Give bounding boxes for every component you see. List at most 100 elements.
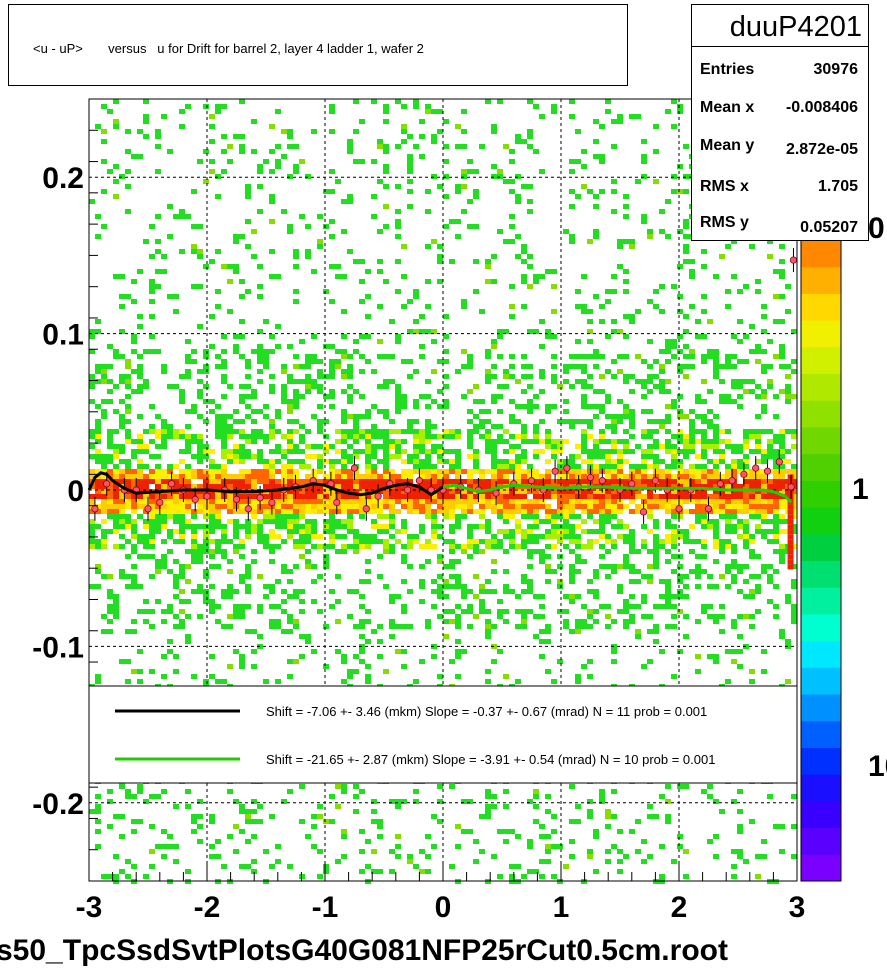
heatmap-cell	[713, 354, 719, 359]
heatmap-cell	[401, 524, 407, 529]
heatmap-cell	[191, 554, 197, 559]
heatmap-cell	[665, 524, 671, 529]
heatmap-cell	[245, 394, 251, 399]
heatmap-cell	[749, 679, 755, 684]
heatmap-cell	[251, 349, 257, 354]
heatmap-cell	[107, 594, 113, 599]
heatmap-cell	[305, 539, 311, 544]
heatmap-cell	[701, 789, 707, 794]
heatmap-cell	[641, 459, 647, 464]
heatmap-cell	[101, 369, 107, 374]
heatmap-cell	[773, 354, 779, 359]
heatmap-cell	[767, 384, 773, 389]
heatmap-cell	[137, 609, 143, 614]
heatmap-cell	[317, 454, 323, 459]
heatmap-cell	[197, 584, 203, 589]
heatmap-cell	[395, 184, 401, 189]
heatmap-cell	[611, 649, 617, 654]
stat-value: 0.05207	[800, 219, 858, 236]
heatmap-cell	[791, 369, 797, 374]
heatmap-cell	[215, 604, 221, 609]
heatmap-cell	[623, 554, 629, 559]
heatmap-cell	[299, 439, 305, 444]
heatmap-cell	[455, 519, 461, 524]
heatmap-cell	[245, 219, 251, 224]
heatmap-cell	[437, 444, 443, 449]
fit-curve-2	[442, 483, 793, 504]
heatmap-cell	[719, 544, 725, 549]
heatmap-cell	[251, 434, 257, 439]
heatmap-cell	[95, 564, 101, 569]
heatmap-cell	[725, 354, 731, 359]
heatmap-cell	[395, 144, 401, 149]
heatmap-cell	[647, 564, 653, 569]
heatmap-cell	[629, 114, 635, 119]
heatmap-cell	[509, 534, 515, 539]
heatmap-cell	[185, 474, 191, 479]
heatmap-cell	[761, 329, 767, 334]
heatmap-cell	[605, 439, 611, 444]
heatmap-cell	[191, 439, 197, 444]
heatmap-cell	[413, 534, 419, 539]
heatmap-cell	[575, 569, 581, 574]
heatmap-cell	[671, 464, 677, 469]
y-tick-label: -0.1	[32, 631, 84, 664]
heatmap-cell	[779, 499, 785, 504]
heatmap-cell	[569, 819, 575, 824]
heatmap-cell	[245, 474, 251, 479]
heatmap-cell	[317, 459, 323, 464]
heatmap-cell	[701, 419, 707, 424]
heatmap-cell	[245, 189, 251, 194]
heatmap-cell	[209, 844, 215, 849]
heatmap-cell	[623, 484, 629, 489]
heatmap-cell	[599, 504, 605, 509]
heatmap-cell	[389, 534, 395, 539]
heatmap-cell	[587, 189, 593, 194]
heatmap-cell	[287, 479, 293, 484]
heatmap-cell	[365, 864, 371, 869]
heatmap-cell	[713, 489, 719, 494]
heatmap-cell	[101, 519, 107, 524]
heatmap-cell	[575, 674, 581, 679]
heatmap-cell	[461, 364, 467, 369]
heatmap-cell	[647, 504, 653, 509]
heatmap-cell	[701, 544, 707, 549]
heatmap-cell	[659, 479, 665, 484]
heatmap-cell	[335, 274, 341, 279]
heatmap-cell	[131, 479, 137, 484]
heatmap-cell	[437, 524, 443, 529]
heatmap-cell	[485, 794, 491, 799]
heatmap-cell	[191, 589, 197, 594]
heatmap-cell	[131, 334, 137, 339]
heatmap-cell	[101, 629, 107, 634]
heatmap-cell	[635, 629, 641, 634]
heatmap-cell	[683, 479, 689, 484]
heatmap-cell	[425, 474, 431, 479]
heatmap-cell	[671, 504, 677, 509]
heatmap-cell	[119, 509, 125, 514]
heatmap-cell	[383, 379, 389, 384]
heatmap-cell	[731, 579, 737, 584]
heatmap-cell	[785, 384, 791, 389]
heatmap-cell	[293, 504, 299, 509]
heatmap-cell	[527, 399, 533, 404]
heatmap-cell	[665, 534, 671, 539]
heatmap-cell	[581, 479, 587, 484]
heatmap-cell	[449, 434, 455, 439]
heatmap-cell	[665, 499, 671, 504]
heatmap-cell	[725, 564, 731, 569]
heatmap-cell	[95, 434, 101, 439]
heatmap-cell	[437, 674, 443, 679]
heatmap-cell	[545, 629, 551, 634]
heatmap-cell	[257, 529, 263, 534]
heatmap-cell	[677, 429, 683, 434]
heatmap-cell	[89, 809, 95, 814]
heatmap-cell	[689, 434, 695, 439]
heatmap-cell	[653, 624, 659, 629]
heatmap-cell	[587, 659, 593, 664]
heatmap-cell	[683, 344, 689, 349]
heatmap-cell	[503, 619, 509, 624]
heatmap-cell	[665, 379, 671, 384]
heatmap-cell	[125, 489, 131, 494]
heatmap-cell	[731, 484, 737, 489]
